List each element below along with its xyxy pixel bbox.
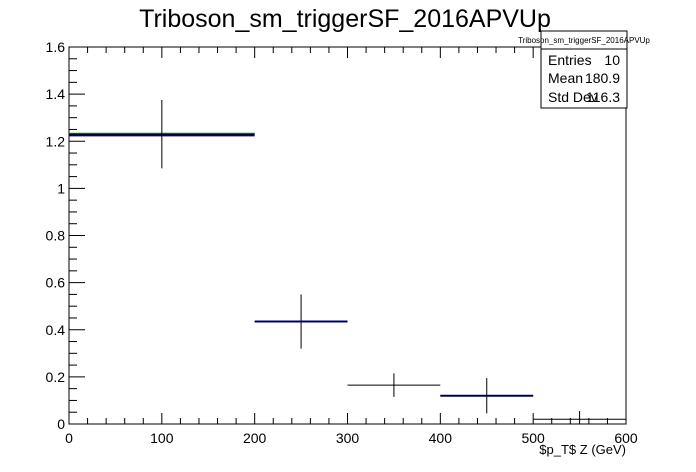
data-point: [440, 378, 534, 414]
y-tick-label: 1.6: [46, 39, 66, 55]
data-point: [533, 411, 626, 424]
chart-title: Triboson_sm_triggerSF_2016APVUp: [139, 5, 551, 33]
x-tick-label: 200: [243, 430, 267, 446]
stats-box: Triboson_sm_triggerSF_2016APVUp Entries …: [518, 30, 650, 109]
x-tick-label: 500: [521, 430, 545, 446]
y-tick-label: 0.4: [46, 322, 66, 338]
y-tick-label: 0.8: [46, 228, 66, 244]
data-point: [347, 373, 441, 397]
data-point: [254, 294, 348, 349]
data-point: [69, 100, 255, 169]
stats-mean-value: 180.9: [585, 70, 620, 86]
y-axis: 0 0.2 0.4 0.6 0.8 1 1.2 1.4 1.6: [46, 39, 85, 432]
stats-mean-label: Mean: [548, 70, 583, 86]
x-axis-label: $p_T$ Z (GeV): [539, 442, 626, 457]
x-tick-label: 600: [614, 430, 638, 446]
y-tick-label: 0.2: [46, 369, 66, 385]
stats-entries-label: Entries: [548, 52, 592, 68]
stats-box-title: Triboson_sm_triggerSF_2016APVUp: [518, 36, 650, 45]
stats-stddev-value: 116.3: [586, 89, 620, 105]
x-tick-label: 300: [336, 430, 360, 446]
y-tick-label: 1: [57, 180, 65, 196]
x-axis: 0 100 200 300 400 500 600: [65, 47, 638, 446]
model-lines: [69, 132, 534, 397]
y-tick-label: 0.6: [46, 275, 66, 291]
y-tick-label: 0: [57, 416, 65, 432]
stats-entries-value: 10: [604, 52, 620, 68]
y-tick-label: 1.2: [46, 133, 66, 149]
stats-box-frame: [540, 30, 628, 109]
data-points: [69, 100, 626, 424]
x-tick-label: 100: [150, 430, 174, 446]
x-tick-label: 400: [429, 430, 453, 446]
x-tick-label: 0: [65, 430, 73, 446]
stats-stddev-label: Std Dev: [548, 89, 598, 105]
y-tick-label: 1.4: [46, 86, 66, 102]
